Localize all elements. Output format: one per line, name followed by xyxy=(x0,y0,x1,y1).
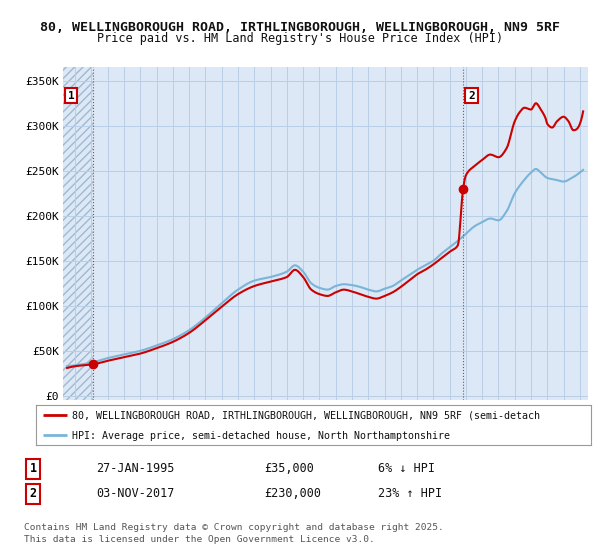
Text: 2: 2 xyxy=(29,487,37,501)
Text: HPI: Average price, semi-detached house, North Northamptonshire: HPI: Average price, semi-detached house,… xyxy=(72,431,450,441)
Text: Contains HM Land Registry data © Crown copyright and database right 2025.
This d: Contains HM Land Registry data © Crown c… xyxy=(24,522,444,544)
Text: 80, WELLINGBOROUGH ROAD, IRTHLINGBOROUGH, WELLINGBOROUGH, NN9 5RF: 80, WELLINGBOROUGH ROAD, IRTHLINGBOROUGH… xyxy=(40,21,560,34)
Text: Price paid vs. HM Land Registry's House Price Index (HPI): Price paid vs. HM Land Registry's House … xyxy=(97,32,503,45)
Text: 23% ↑ HPI: 23% ↑ HPI xyxy=(378,487,442,501)
Text: 1: 1 xyxy=(68,91,74,101)
Text: 27-JAN-1995: 27-JAN-1995 xyxy=(96,462,175,475)
Text: £230,000: £230,000 xyxy=(264,487,321,501)
Text: 03-NOV-2017: 03-NOV-2017 xyxy=(96,487,175,501)
Bar xyxy=(63,67,93,400)
Text: 80, WELLINGBOROUGH ROAD, IRTHLINGBOROUGH, WELLINGBOROUGH, NN9 5RF (semi-detach: 80, WELLINGBOROUGH ROAD, IRTHLINGBOROUGH… xyxy=(72,411,540,421)
Text: 2: 2 xyxy=(468,91,475,101)
Text: 1: 1 xyxy=(29,462,37,475)
Text: 6% ↓ HPI: 6% ↓ HPI xyxy=(378,462,435,475)
Text: £35,000: £35,000 xyxy=(264,462,314,475)
